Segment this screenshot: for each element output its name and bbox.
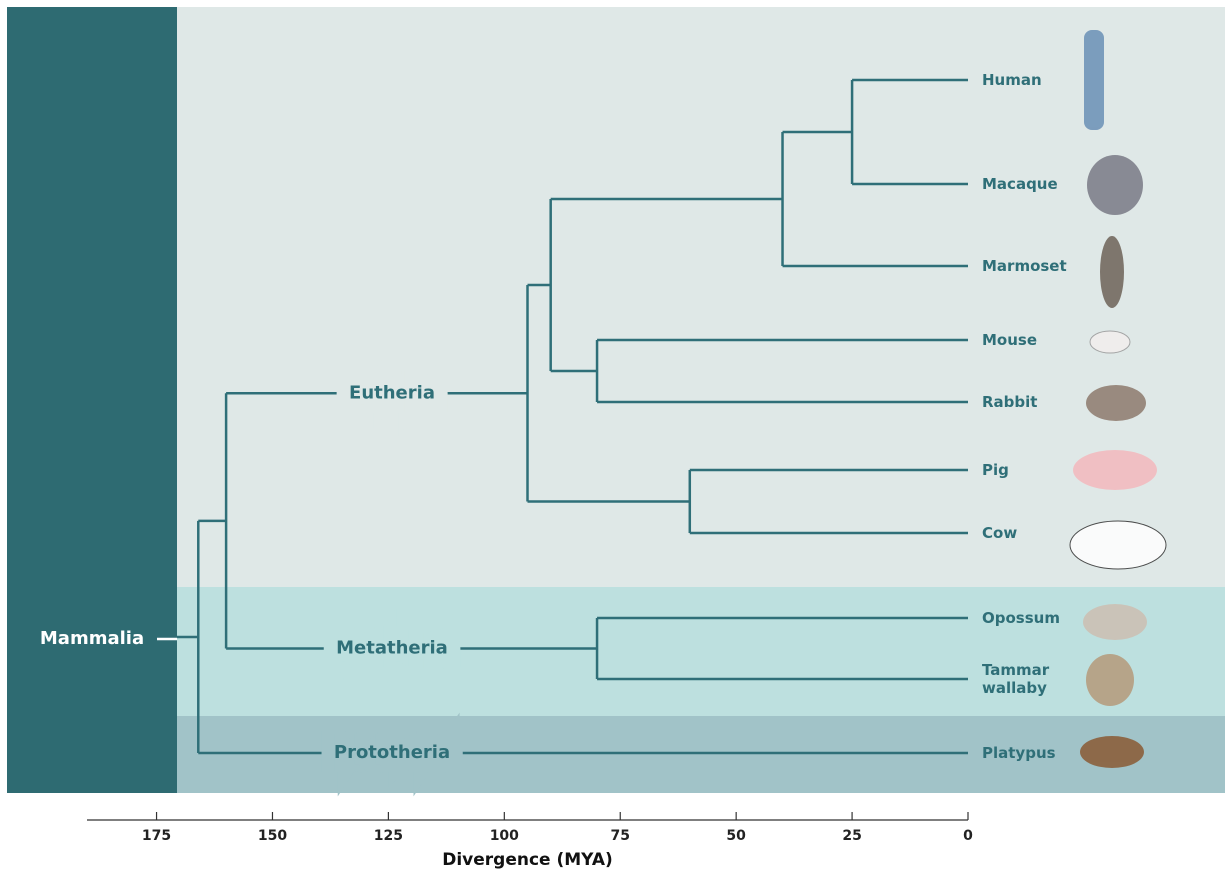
metatheria-band [177, 587, 1225, 716]
taxon-label: Cow [982, 524, 1062, 542]
x-tick-label: 100 [490, 828, 519, 844]
x-tick-label: 175 [142, 828, 171, 844]
clade-label: Metatheria [336, 638, 448, 659]
x-tick-label: 25 [842, 828, 861, 844]
eutheria-band [177, 7, 1225, 587]
taxon-label: Human [982, 71, 1062, 89]
clade-label: Prototheria [334, 742, 450, 763]
diagram: Mammalia Eutheria Metatheria Prototheria 17… [0, 0, 1225, 874]
taxon-label: Tammar wallaby [982, 661, 1062, 697]
axis-title: Divergence (MYA) [442, 850, 613, 870]
page: Mammalia Eutheria Metatheria Prototheria 17… [0, 0, 1225, 874]
taxon-label: Opossum [982, 609, 1062, 627]
x-tick-label: 125 [374, 828, 403, 844]
taxon-label: Mouse [982, 331, 1062, 349]
x-tick-label: 150 [258, 828, 287, 844]
taxon-label: Macaque [982, 175, 1062, 193]
taxon-label: Marmoset [982, 257, 1062, 275]
taxon-label: Platypus [982, 744, 1062, 762]
clade-label: Eutheria [349, 382, 435, 403]
taxon-label: Pig [982, 461, 1062, 479]
x-tick-label: 0 [963, 828, 973, 844]
x-tick-label: 75 [610, 828, 629, 844]
mammalia-bar [7, 7, 177, 793]
x-tick-label: 50 [726, 828, 746, 844]
taxon-label: Rabbit [982, 393, 1062, 411]
root-label: Mammalia [40, 628, 144, 649]
